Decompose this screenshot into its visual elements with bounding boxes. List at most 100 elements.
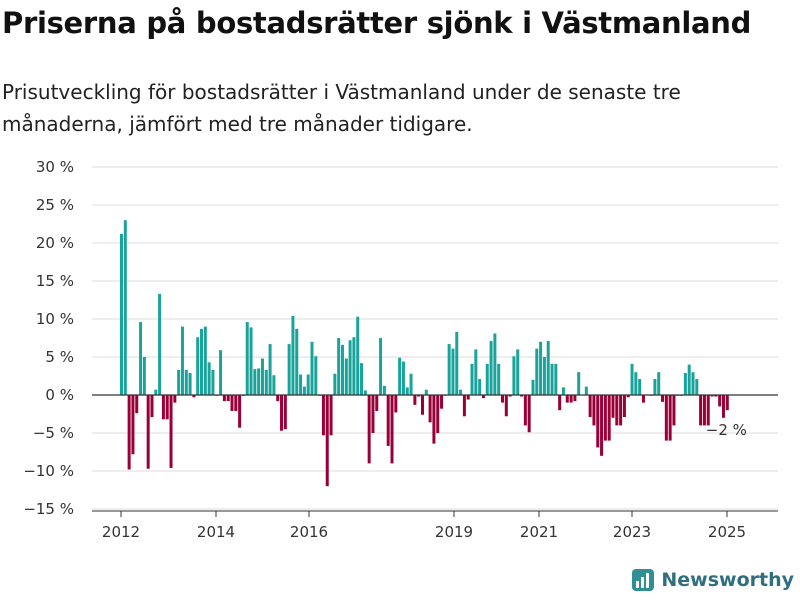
bar xyxy=(192,395,196,398)
bar xyxy=(661,395,665,402)
bar xyxy=(280,395,284,431)
bar xyxy=(447,344,451,395)
bar xyxy=(592,395,596,426)
bar xyxy=(721,395,725,418)
bar xyxy=(382,385,386,395)
bar xyxy=(687,364,691,395)
bar xyxy=(188,372,192,395)
bar xyxy=(409,373,413,395)
bar xyxy=(493,333,497,395)
bar xyxy=(405,387,409,395)
bar xyxy=(539,341,543,395)
bar xyxy=(127,395,131,470)
bar xyxy=(226,395,230,402)
chart-title: Priserna på bostadsrätter sjönk i Västma… xyxy=(2,6,752,40)
bar xyxy=(401,361,405,395)
bar xyxy=(219,350,223,395)
bar xyxy=(291,315,295,395)
bar xyxy=(607,395,611,441)
bar xyxy=(474,349,478,395)
bar xyxy=(603,395,607,441)
bar xyxy=(710,395,714,397)
bar xyxy=(615,395,619,426)
bar xyxy=(268,344,272,395)
bar xyxy=(390,395,394,464)
bar xyxy=(302,386,306,395)
bar xyxy=(600,395,604,456)
bar xyxy=(173,395,177,403)
bar xyxy=(367,395,371,464)
bar xyxy=(169,395,173,468)
bar xyxy=(702,395,706,426)
bar xyxy=(253,369,257,395)
bar xyxy=(325,395,329,487)
bar xyxy=(691,372,695,395)
bar xyxy=(611,395,615,418)
bar xyxy=(489,341,493,395)
bar xyxy=(344,358,348,395)
bar xyxy=(161,395,165,420)
x-tick-label: 2019 xyxy=(435,523,473,541)
bar xyxy=(527,395,531,433)
bar xyxy=(584,386,588,395)
bar xyxy=(436,395,440,433)
bar xyxy=(314,356,318,395)
bar xyxy=(177,369,181,395)
y-tick-label: 15 % xyxy=(36,272,74,290)
y-tick-label: 10 % xyxy=(36,310,74,328)
bar xyxy=(333,373,337,395)
bar xyxy=(641,395,645,403)
bar xyxy=(120,233,123,395)
bar xyxy=(321,395,325,436)
bar xyxy=(550,363,554,395)
bar xyxy=(363,390,367,395)
y-tick-label: 5 % xyxy=(45,348,74,366)
bar xyxy=(725,395,729,411)
bar xyxy=(508,395,512,397)
bar xyxy=(432,395,436,444)
bar xyxy=(379,338,383,395)
bar xyxy=(462,395,466,417)
bar xyxy=(485,363,489,395)
bar xyxy=(672,395,676,426)
bar xyxy=(577,372,581,395)
bar xyxy=(264,369,268,395)
bar xyxy=(638,379,642,395)
bar xyxy=(695,379,699,395)
bar xyxy=(596,395,600,448)
bar xyxy=(455,331,459,395)
bar xyxy=(329,395,333,436)
x-tick-label: 2014 xyxy=(197,523,235,541)
bar xyxy=(565,395,569,403)
bar xyxy=(413,395,417,405)
y-tick-label: −10 % xyxy=(23,462,74,480)
bar xyxy=(619,395,623,426)
bar xyxy=(257,368,261,395)
x-tick-label: 2025 xyxy=(708,523,746,541)
y-tick-label: −15 % xyxy=(23,500,74,518)
bar xyxy=(683,372,687,395)
bar xyxy=(352,337,356,395)
bar xyxy=(394,395,398,413)
bar xyxy=(340,344,344,395)
bar xyxy=(459,389,463,395)
bar xyxy=(196,337,200,395)
bar xyxy=(150,395,154,418)
bar xyxy=(481,395,485,399)
bar xyxy=(428,395,432,423)
bar xyxy=(714,395,718,397)
bar xyxy=(626,395,630,398)
bar xyxy=(180,326,184,395)
bar xyxy=(135,395,139,414)
bar xyxy=(630,363,634,395)
bar xyxy=(234,395,238,411)
bar xyxy=(622,395,626,418)
bar xyxy=(417,395,421,397)
bar xyxy=(664,395,668,441)
bar xyxy=(306,374,310,395)
bar xyxy=(466,395,470,400)
bar xyxy=(668,395,672,441)
newsworthy-logo-icon xyxy=(632,569,655,591)
bar xyxy=(310,341,314,395)
x-tick-label: 2012 xyxy=(102,523,140,541)
